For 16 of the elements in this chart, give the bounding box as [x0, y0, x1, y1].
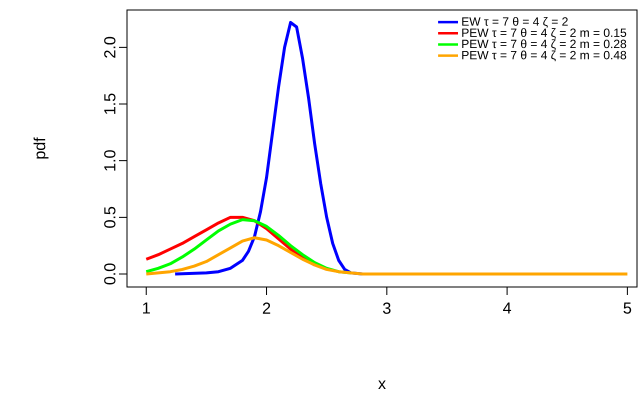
- x-tick-label: 3: [382, 302, 391, 314]
- x-axis-title: x: [378, 380, 386, 389]
- legend-label: PEW τ = 7 θ = 4 ζ = 2 m = 0.28: [462, 39, 626, 50]
- y-tick-label: 0.0: [104, 263, 116, 284]
- legend-label: PEW τ = 7 θ = 4 ζ = 2 m = 0.48: [462, 50, 626, 62]
- x-tick-label: 1: [143, 302, 150, 314]
- x-tick-label: 2: [262, 302, 270, 314]
- legend-label: PEW τ = 7 θ = 4 ζ = 2 m = 0.15: [462, 28, 626, 39]
- y-tick-label: 0.5: [104, 206, 116, 228]
- y-axis-title: pdf: [34, 137, 48, 159]
- y-tick-label: 1.0: [104, 150, 116, 171]
- y-tick-label: 1.5: [104, 94, 116, 114]
- y-tick-label: 2.0: [104, 36, 116, 58]
- x-tick-label: 5: [624, 302, 632, 314]
- x-tick-label: 4: [503, 302, 512, 314]
- legend-label: EW τ = 7 θ = 4 ζ = 2: [462, 16, 568, 28]
